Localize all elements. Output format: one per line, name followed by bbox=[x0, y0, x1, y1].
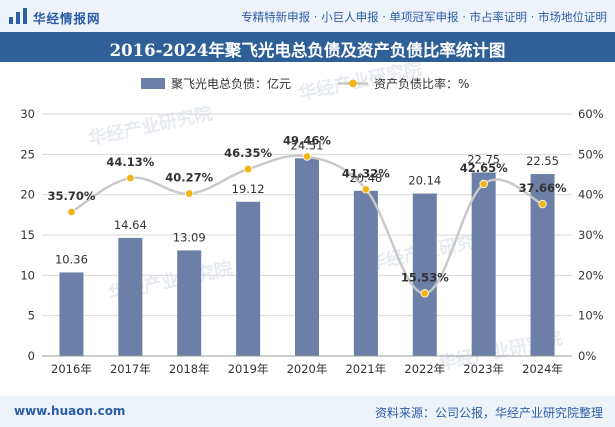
y-left-tick-2: 10 bbox=[20, 268, 35, 282]
ratio-point bbox=[420, 289, 429, 298]
bar-value-label: 13.09 bbox=[173, 230, 206, 244]
x-tick-label: 2022年 bbox=[404, 362, 445, 376]
y-right-tick-2: 20% bbox=[578, 268, 604, 282]
bar bbox=[412, 193, 437, 356]
legend-line-label: 资产负债比率：% bbox=[374, 76, 469, 91]
bar bbox=[236, 201, 261, 356]
bar bbox=[118, 237, 143, 356]
top-banner: 华经情报网 专精特新申报 · 小巨人申报 · 单项冠军申报 · 市占率证明 · … bbox=[0, 0, 615, 32]
y-left-tick-4: 20 bbox=[20, 188, 35, 202]
y-left-tick-6: 30 bbox=[20, 107, 35, 121]
ratio-point bbox=[479, 179, 488, 189]
brand-name: 华经情报网 bbox=[33, 11, 101, 26]
ratio-point bbox=[126, 173, 135, 183]
x-tick-label: 2016年 bbox=[51, 362, 92, 376]
legend-bar-label: 聚飞光电总负债：亿元 bbox=[171, 76, 291, 91]
y-right-tick-4: 40% bbox=[578, 188, 604, 202]
ratio-point bbox=[243, 164, 253, 174]
bar bbox=[177, 250, 202, 356]
ratio-value-label: 40.27% bbox=[165, 171, 213, 185]
service-tagline: 专精特新申报 · 小巨人申报 · 单项冠军申报 · 市占率证明 · 市场地位证明 bbox=[241, 10, 607, 24]
bar bbox=[59, 272, 84, 356]
ratio-point bbox=[361, 185, 371, 194]
line-series: 35.70% 44.13% 40.27% 46.35% 49.46% 41.32% 15.5… bbox=[47, 134, 567, 298]
data-source: 资料来源：公司公报，华经产业研究院整理 bbox=[374, 406, 603, 420]
ratio-point bbox=[185, 189, 194, 198]
y-left-tick-3: 15 bbox=[20, 228, 35, 242]
ratio-point bbox=[67, 207, 76, 217]
ratio-point bbox=[302, 152, 312, 161]
bar-value-label: 22.55 bbox=[526, 154, 559, 168]
y-right-tick-6: 60% bbox=[578, 107, 604, 121]
y-right-tick-5: 50% bbox=[578, 147, 604, 161]
ratio-value-label: 37.66% bbox=[519, 181, 567, 195]
bar bbox=[353, 190, 378, 356]
ratio-value-label: 44.13% bbox=[106, 155, 154, 169]
bar-value-label: 19.12 bbox=[232, 182, 265, 196]
bar-value-label: 22.75 bbox=[467, 152, 500, 166]
legend-line-marker bbox=[349, 79, 357, 88]
x-tick-label: 2021年 bbox=[345, 362, 386, 376]
y-left-tick-1: 5 bbox=[28, 309, 35, 323]
ratio-value-label: 41.32% bbox=[342, 166, 390, 180]
ratio-value-label: 42.65% bbox=[460, 161, 508, 175]
legend-bar-swatch bbox=[141, 78, 165, 89]
ratio-value-label: 46.35% bbox=[224, 146, 272, 160]
bar-value-label: 10.36 bbox=[55, 252, 88, 266]
legend: 聚飞光电总负债：亿元 资产负债比率：% bbox=[141, 76, 469, 91]
chart-title: 2016-2024年聚飞光电总负债及资产负债比率统计图 bbox=[109, 41, 506, 60]
site-url: www.huaon.com bbox=[14, 404, 126, 418]
x-tick-label: 2023年 bbox=[463, 362, 504, 376]
y-right-tick-1: 10% bbox=[578, 309, 604, 323]
ratio-line bbox=[70, 154, 544, 295]
y-right-tick-3: 30% bbox=[578, 228, 604, 242]
footer: www.huaon.com 资料来源：公司公报，华经产业研究院整理 bbox=[0, 396, 615, 427]
x-tick-label: 2017年 bbox=[110, 362, 151, 376]
y-left-tick-5: 25 bbox=[20, 147, 35, 161]
title-bar: 2016-2024年聚飞光电总负债及资产负债比率统计图 bbox=[0, 32, 615, 62]
x-tick-label: 2020年 bbox=[287, 362, 328, 376]
bar bbox=[295, 158, 319, 356]
axes: 0 5 10 15 20 25 30 0% 10% 20% 30% 40% 50% 60% 2016年 201… bbox=[20, 107, 603, 376]
logo-icon bbox=[9, 8, 27, 24]
ratio-value-label: 49.46% bbox=[283, 134, 331, 148]
ratio-value-label: 15.53% bbox=[401, 270, 449, 284]
x-tick-label: 2019年 bbox=[228, 362, 269, 376]
bar-value-label: 14.64 bbox=[114, 218, 147, 232]
chart: 华经产业研究院华经产业研究院华经产业研究院华经产业研究院华经产业研究院 10.3… bbox=[20, 62, 603, 376]
x-tick-label: 2018年 bbox=[169, 362, 210, 376]
x-tick-label: 2024年 bbox=[522, 362, 563, 376]
bar bbox=[471, 172, 496, 356]
y-left-tick-0: 0 bbox=[28, 349, 35, 363]
ratio-point bbox=[538, 199, 547, 209]
bar-value-label: 20.14 bbox=[408, 174, 441, 188]
bar-value-label: 24.51 bbox=[291, 138, 324, 152]
watermark-text-0: 华经产业研究院 bbox=[86, 102, 214, 150]
y-right-tick-0: 0% bbox=[578, 349, 596, 363]
ratio-value-label: 35.70% bbox=[47, 189, 95, 203]
